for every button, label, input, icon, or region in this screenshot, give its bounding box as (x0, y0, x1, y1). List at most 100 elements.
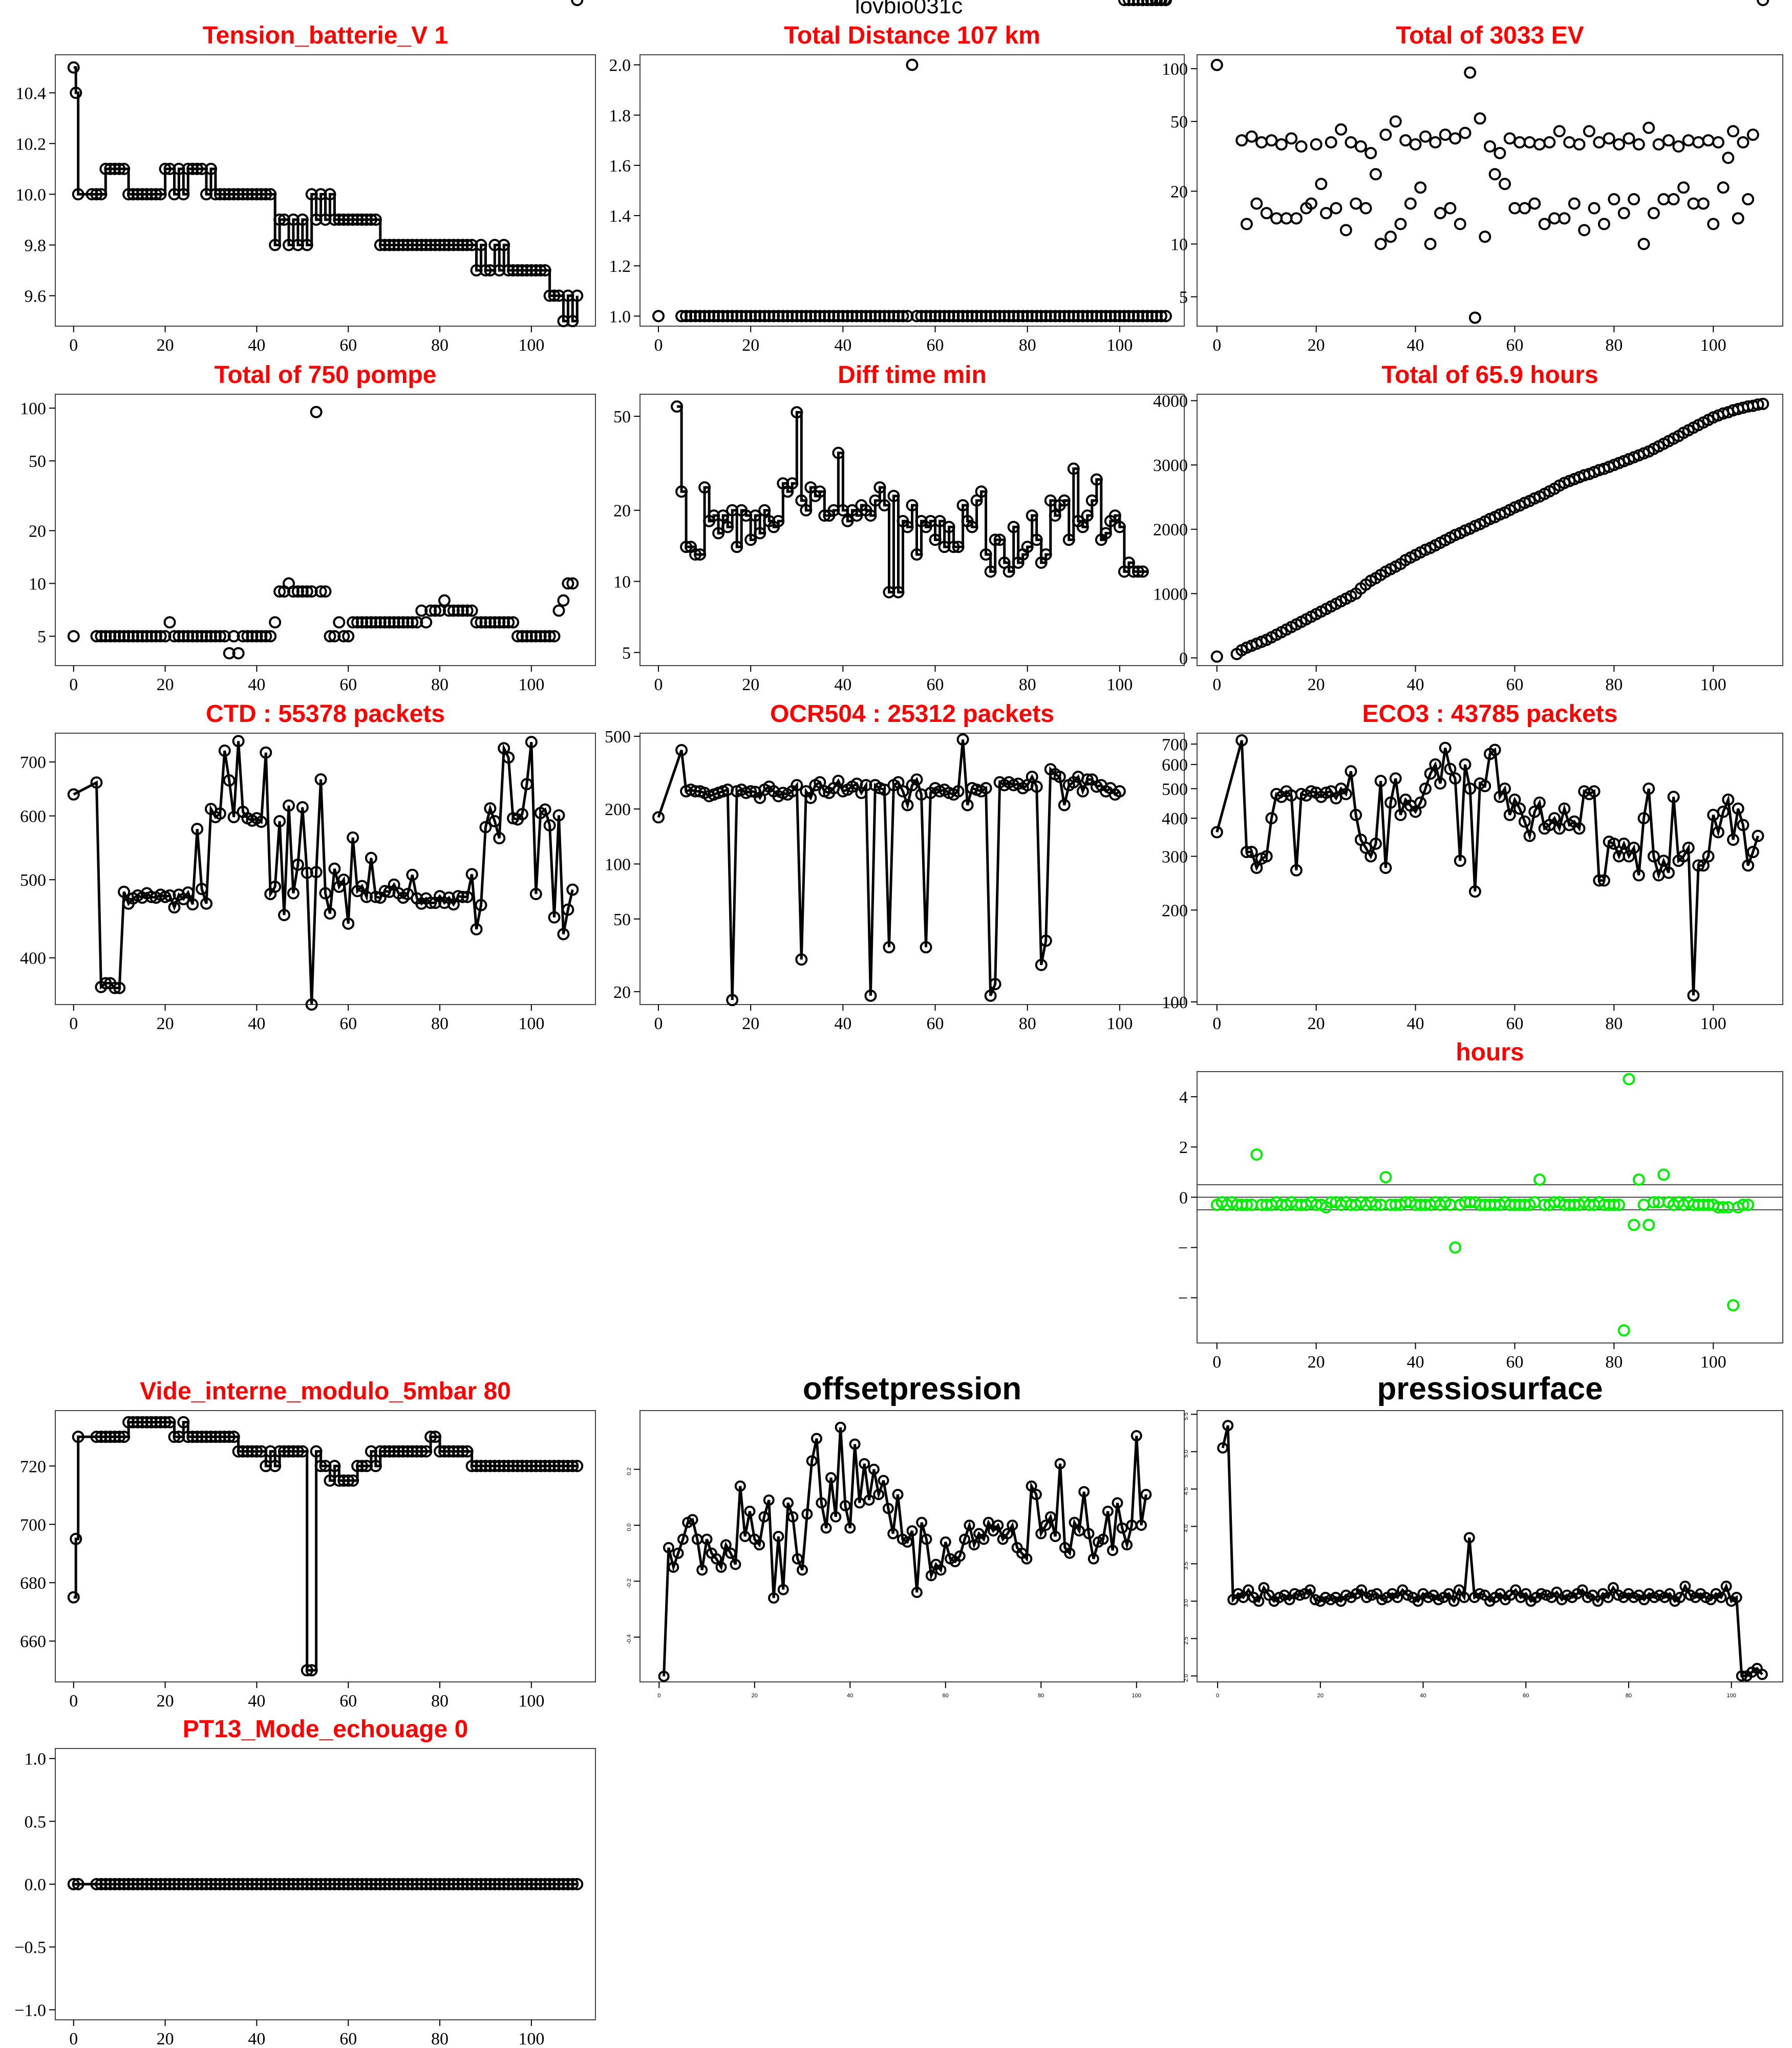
data-point (1607, 1582, 1619, 1594)
data-point (1692, 136, 1705, 149)
data-point (342, 630, 355, 643)
data-point (475, 616, 487, 629)
data-point (1533, 1174, 1546, 1186)
data-point (324, 907, 336, 920)
y-tick-label: 0.2 (626, 1467, 632, 1475)
data-point (173, 630, 185, 643)
data-point (1503, 132, 1516, 145)
data-point (1394, 808, 1407, 821)
data-point (520, 264, 533, 277)
data-point (1053, 771, 1066, 783)
data-point (1294, 1589, 1306, 1601)
x-tick-label: 60 (927, 1014, 944, 1033)
x-tick-label: 60 (339, 675, 357, 694)
data-point (227, 1878, 240, 1890)
data-point (1697, 197, 1710, 210)
data-point (154, 630, 167, 643)
data-point (1757, 397, 1769, 410)
data-point (502, 1460, 515, 1473)
data-point (1054, 1458, 1066, 1469)
data-point (301, 1664, 313, 1677)
data-point (465, 868, 478, 881)
x-tick-label: 40 (248, 675, 265, 694)
x-tick-label: 80 (431, 336, 449, 355)
data-point (442, 604, 455, 617)
data-point (113, 1431, 126, 1443)
data-point (337, 1474, 350, 1487)
data-point (456, 604, 469, 617)
data-point (511, 1878, 524, 1890)
data-point (1102, 1505, 1114, 1517)
data-point (406, 1445, 419, 1458)
data-point (1330, 792, 1342, 805)
x-tick-label: 80 (1605, 336, 1623, 355)
data-point (214, 188, 226, 201)
x-tick-label: 20 (157, 1014, 174, 1033)
data-point (282, 1878, 295, 1890)
x-tick-label: 20 (1308, 1353, 1325, 1372)
data-point (191, 1431, 204, 1443)
data-point (529, 630, 542, 643)
data-point (90, 188, 103, 201)
data-point (1265, 134, 1278, 147)
y-tick-label: 50 (613, 910, 631, 929)
data-point (182, 1878, 195, 1890)
data-point (214, 630, 226, 643)
data-point (701, 1533, 713, 1545)
data-point (1727, 125, 1740, 138)
data-point (196, 1431, 208, 1443)
data-point (401, 1445, 414, 1458)
data-point (859, 1458, 870, 1469)
data-point (652, 310, 665, 323)
chart-ev: Total of 3033 EV 0 20 40 60 80 100 5 10 20 50 100 (1162, 22, 1783, 355)
data-point (319, 887, 332, 900)
data-point (672, 1547, 684, 1559)
data-point (196, 883, 208, 895)
data-point (1737, 819, 1750, 831)
data-point (906, 58, 919, 71)
data-point (369, 616, 382, 629)
data-point (1597, 218, 1610, 230)
data-point (191, 823, 204, 836)
data-point (287, 887, 300, 900)
data-point (1568, 197, 1581, 210)
data-point (516, 1878, 528, 1890)
data-point (1002, 565, 1015, 578)
data-point (470, 616, 483, 629)
data-point (488, 1878, 501, 1890)
data-point (1250, 197, 1263, 210)
data-point (1335, 123, 1348, 136)
data-point (1687, 989, 1700, 1002)
y-tick-label: 4.5 (1183, 1487, 1189, 1495)
data-point (218, 630, 231, 643)
data-point (1558, 802, 1571, 815)
y-tick-label: 400 (1162, 809, 1188, 828)
data-point (314, 773, 327, 786)
data-point (484, 1460, 497, 1473)
data-point (365, 1445, 377, 1458)
data-point (140, 188, 153, 201)
data-point (214, 1431, 226, 1443)
y-tick-label: 100 (20, 399, 46, 418)
data-point (109, 982, 121, 994)
data-point (1439, 129, 1452, 141)
x-tick-label: 20 (742, 675, 759, 694)
data-point (1642, 121, 1655, 134)
data-point (191, 1878, 204, 1890)
data-point (136, 1878, 148, 1890)
data-point (1097, 1533, 1109, 1545)
x-tick-label: 40 (1407, 1014, 1424, 1033)
data-point (562, 1878, 574, 1890)
data-point (534, 1460, 547, 1473)
data-point (1030, 780, 1043, 793)
chart-title: ECO3 : 43785 packets (1362, 700, 1618, 728)
data-point (67, 1591, 80, 1604)
data-point (1464, 66, 1477, 79)
data-point (933, 515, 946, 527)
data-point (273, 815, 286, 827)
data-point (1449, 772, 1462, 785)
data-point (1717, 805, 1730, 818)
data-point (337, 873, 350, 886)
data-point (145, 188, 158, 201)
